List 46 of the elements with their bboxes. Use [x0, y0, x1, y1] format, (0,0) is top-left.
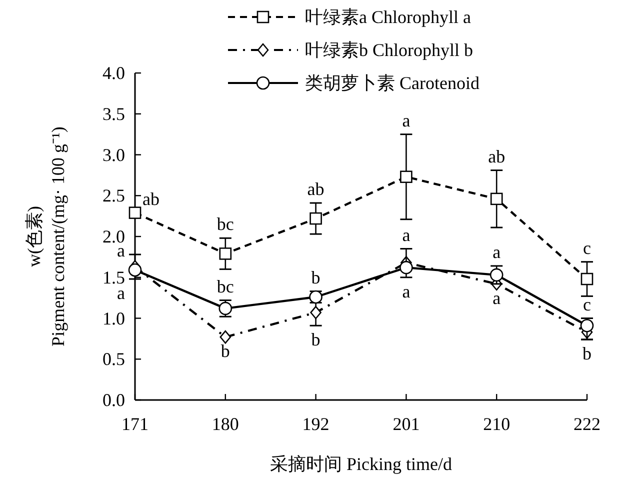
annotation: a [492, 242, 501, 262]
point [128, 263, 142, 277]
x-axis-title: 采摘时间 Picking time/d [270, 454, 452, 474]
point [220, 330, 232, 344]
annotation: b [220, 341, 230, 362]
point [310, 306, 322, 320]
annotation: b [311, 267, 320, 288]
annotation: ab [307, 178, 324, 199]
legend-label: 叶绿素a Chlorophyll a [305, 7, 471, 27]
annotation: ab [142, 188, 160, 209]
annotation: c [583, 238, 591, 258]
annotation: b [582, 344, 592, 364]
x-tick-label: 210 [483, 414, 510, 434]
y-tick-label: 0.5 [102, 349, 125, 370]
x-tick-label: 192 [302, 414, 330, 434]
x-tick-label: 171 [122, 414, 148, 434]
y-tick-label: 3.5 [102, 104, 125, 124]
y-tick-label: 4.0 [102, 63, 125, 83]
y-tick-label: 3.0 [102, 144, 125, 165]
y-tick-label: 2.5 [102, 186, 125, 206]
annotation: bc [216, 214, 234, 234]
x-tick-label: 180 [212, 414, 239, 434]
point [580, 318, 594, 332]
annotation: a [402, 281, 410, 302]
point [310, 212, 322, 225]
point [400, 170, 412, 183]
point [128, 206, 142, 219]
y-tick-label: 1.0 [102, 308, 125, 328]
annotation: c [583, 294, 591, 314]
point [490, 268, 504, 282]
point [490, 192, 503, 206]
annotation: ab [488, 146, 506, 166]
y-axis-title: w(色素) Pigment content/(mg· 100 g⁻¹) [24, 126, 68, 346]
annotation: b [311, 330, 320, 350]
y-tick-label: 0.0 [102, 390, 125, 410]
annotation: a [402, 224, 410, 245]
point [219, 248, 232, 260]
legend-label: 叶绿素b Chlorophyll b [305, 40, 474, 60]
legend-label: 类胡萝卜素 Carotenoid [305, 73, 480, 93]
annotation: a [402, 110, 410, 130]
x-tick-label: 222 [574, 414, 600, 434]
point [400, 260, 413, 274]
annotation: bc [216, 276, 234, 296]
x-tick-label: 201 [392, 414, 420, 434]
annotation: a [492, 288, 501, 308]
point [580, 272, 594, 286]
